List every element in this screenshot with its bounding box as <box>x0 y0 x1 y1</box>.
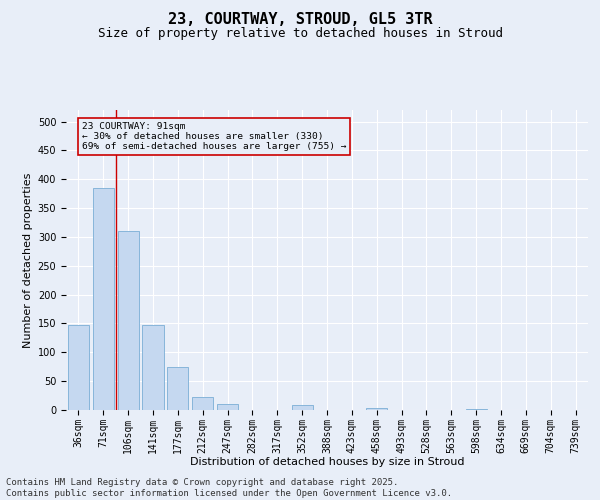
Bar <box>142 324 164 410</box>
Bar <box>217 404 238 410</box>
X-axis label: Distribution of detached houses by size in Stroud: Distribution of detached houses by size … <box>190 457 464 467</box>
Text: 23, COURTWAY, STROUD, GL5 3TR: 23, COURTWAY, STROUD, GL5 3TR <box>167 12 433 28</box>
Y-axis label: Number of detached properties: Number of detached properties <box>23 172 34 348</box>
Text: Size of property relative to detached houses in Stroud: Size of property relative to detached ho… <box>97 28 503 40</box>
Bar <box>167 366 188 410</box>
Bar <box>292 406 313 410</box>
Text: 23 COURTWAY: 91sqm
← 30% of detached houses are smaller (330)
69% of semi-detach: 23 COURTWAY: 91sqm ← 30% of detached hou… <box>82 122 347 152</box>
Bar <box>68 325 89 410</box>
Bar <box>466 409 487 410</box>
Bar <box>366 408 387 410</box>
Bar <box>93 188 114 410</box>
Text: Contains HM Land Registry data © Crown copyright and database right 2025.
Contai: Contains HM Land Registry data © Crown c… <box>6 478 452 498</box>
Bar <box>118 231 139 410</box>
Bar <box>192 398 213 410</box>
